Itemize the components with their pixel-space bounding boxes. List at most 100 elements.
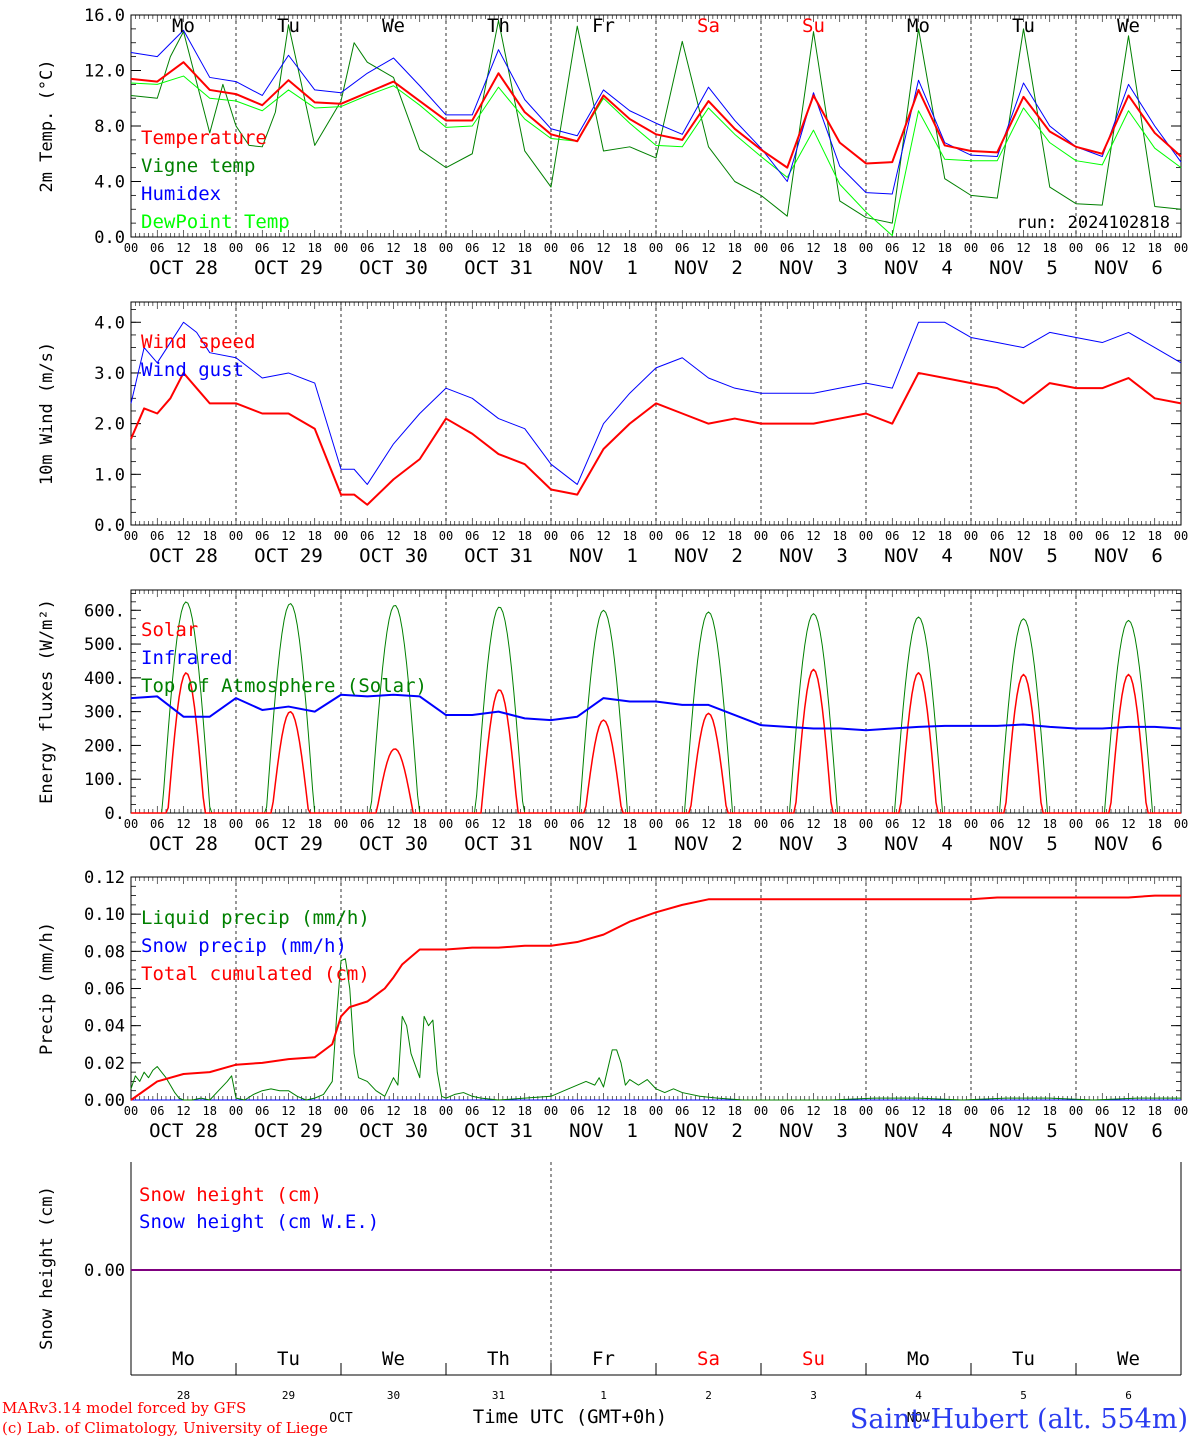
date-label: NOV 4 [884,257,953,279]
x-tick-label: 00 [859,241,873,255]
run-label: run: 2024102818 [1016,213,1170,233]
x-tick-label: 18 [623,529,637,543]
x-tick-label: 12 [491,817,505,831]
date-label: NOV 3 [779,833,848,855]
series-line [130,321,1182,485]
x-tick-label: 12 [281,1104,295,1118]
date-label: NOV 2 [674,833,743,855]
weekday-label: We [1117,1348,1140,1370]
x-tick-label: 00 [124,241,138,255]
x-tick-label: 00 [544,529,558,543]
date-label: NOV 5 [989,833,1058,855]
x-tick-label: 00 [649,529,663,543]
x-tick-label: 06 [360,817,374,831]
x-tick-label: 12 [701,1104,715,1118]
y-axis-label: 2m Temp. (°C) [37,59,57,192]
date-label: NOV 3 [779,1120,848,1142]
x-tick-label: 12 [386,1104,400,1118]
x-tick-label: 12 [491,1104,505,1118]
date-label: NOV 1 [569,545,638,567]
date-label: NOV 5 [989,1120,1058,1142]
day-number-label: 28 [177,1389,190,1402]
x-tick-label: 00 [124,817,138,831]
date-label: OCT 31 [464,833,533,855]
x-tick-label: 12 [176,817,190,831]
x-tick-label: 12 [491,529,505,543]
y-tick-label: 8.0 [94,117,125,137]
y-tick-label: 500. [84,635,125,655]
date-label: NOV 3 [779,545,848,567]
y-tick-label: 0.0 [94,228,125,248]
weekday-label: Sa [697,15,720,37]
x-tick-label: 06 [885,1104,899,1118]
x-tick-label: 00 [439,1104,453,1118]
y-tick-label: 0.08 [84,942,125,962]
x-tick-label: 12 [386,241,400,255]
x-tick-label: 00 [754,529,768,543]
day-number-label: 6 [1125,1389,1132,1402]
y-tick-label: 16.0 [84,6,125,26]
weekday-label: Fr [592,15,615,37]
y-tick-label: 3.0 [94,364,125,384]
weekday-label: Mo [172,15,195,37]
date-label: NOV 2 [674,545,743,567]
weekday-label: Tu [1012,1348,1035,1370]
x-tick-label: 06 [465,1104,479,1118]
x-tick-label: 12 [1121,817,1135,831]
y-tick-label: 200. [84,736,125,756]
x-tick-label: 00 [754,1104,768,1118]
weekday-label: Fr [592,1348,615,1370]
series-line [130,20,1182,224]
x-tick-label: 06 [570,241,584,255]
x-tick-label: 18 [308,241,322,255]
x-tick-label: 00 [1174,529,1188,543]
x-tick-label: 00 [439,529,453,543]
x-tick-label: 18 [518,241,532,255]
x-tick-label: 12 [176,241,190,255]
legend-entry: Liquid precip (mm/h) [141,907,370,929]
weekday-label: Mo [907,15,930,37]
weekday-label: Th [487,1348,510,1370]
legend-entry: Wind gust [141,359,244,381]
date-label: NOV 4 [884,545,953,567]
y-axis-label: 10m Wind (m/s) [37,342,57,485]
day-number-label: 29 [282,1389,295,1402]
x-tick-label: 00 [1069,241,1083,255]
legend-entry: Wind speed [141,331,255,353]
x-tick-label: 00 [1069,529,1083,543]
x-tick-label: 06 [150,529,164,543]
x-tick-label: 00 [334,1104,348,1118]
date-label: OCT 31 [464,257,533,279]
day-number-label: 3 [810,1389,817,1402]
x-tick-label: 00 [334,817,348,831]
date-label: OCT 31 [464,545,533,567]
month-label: NOV [907,1411,931,1426]
x-tick-label: 18 [413,241,427,255]
x-tick-label: 12 [176,529,190,543]
date-label: NOV 3 [779,257,848,279]
y-tick-label: 600. [84,601,125,621]
x-tick-label: 18 [1043,241,1057,255]
legend-entry: Top of Atmosphere (Solar) [141,675,427,697]
weekday-label: We [382,15,405,37]
x-tick-label: 12 [1016,817,1030,831]
x-tick-label: 12 [1016,1104,1030,1118]
weekday-label: Su [802,1348,825,1370]
x-tick-label: 06 [255,817,269,831]
x-tick-label: 06 [990,817,1004,831]
x-tick-label: 18 [518,1104,532,1118]
x-tick-label: 12 [911,1104,925,1118]
x-tick-label: 18 [833,529,847,543]
x-tick-label: 00 [754,817,768,831]
x-tick-label: 18 [938,529,952,543]
series-line [130,958,1181,1101]
x-tick-label: 18 [938,817,952,831]
date-label: NOV 6 [1094,545,1163,567]
x-tick-label: 06 [780,241,794,255]
x-tick-label: 06 [675,241,689,255]
weekday-label: We [1117,15,1140,37]
x-tick-label: 00 [544,817,558,831]
x-tick-label: 18 [308,529,322,543]
legend-entry: Snow height (cm W.E.) [139,1211,379,1233]
legend-entry: Snow height (cm) [139,1184,322,1206]
